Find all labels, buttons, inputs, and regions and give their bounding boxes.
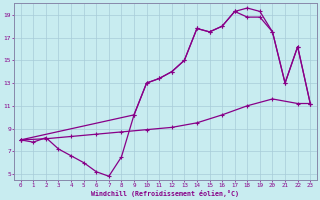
X-axis label: Windchill (Refroidissement éolien,°C): Windchill (Refroidissement éolien,°C) (92, 190, 239, 197)
